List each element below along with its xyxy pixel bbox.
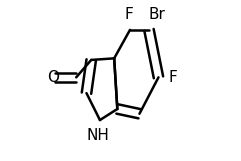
Text: F: F [168, 70, 177, 85]
Text: F: F [124, 7, 133, 22]
Text: NH: NH [87, 128, 110, 143]
Text: O: O [47, 70, 59, 85]
Text: Br: Br [148, 7, 165, 22]
